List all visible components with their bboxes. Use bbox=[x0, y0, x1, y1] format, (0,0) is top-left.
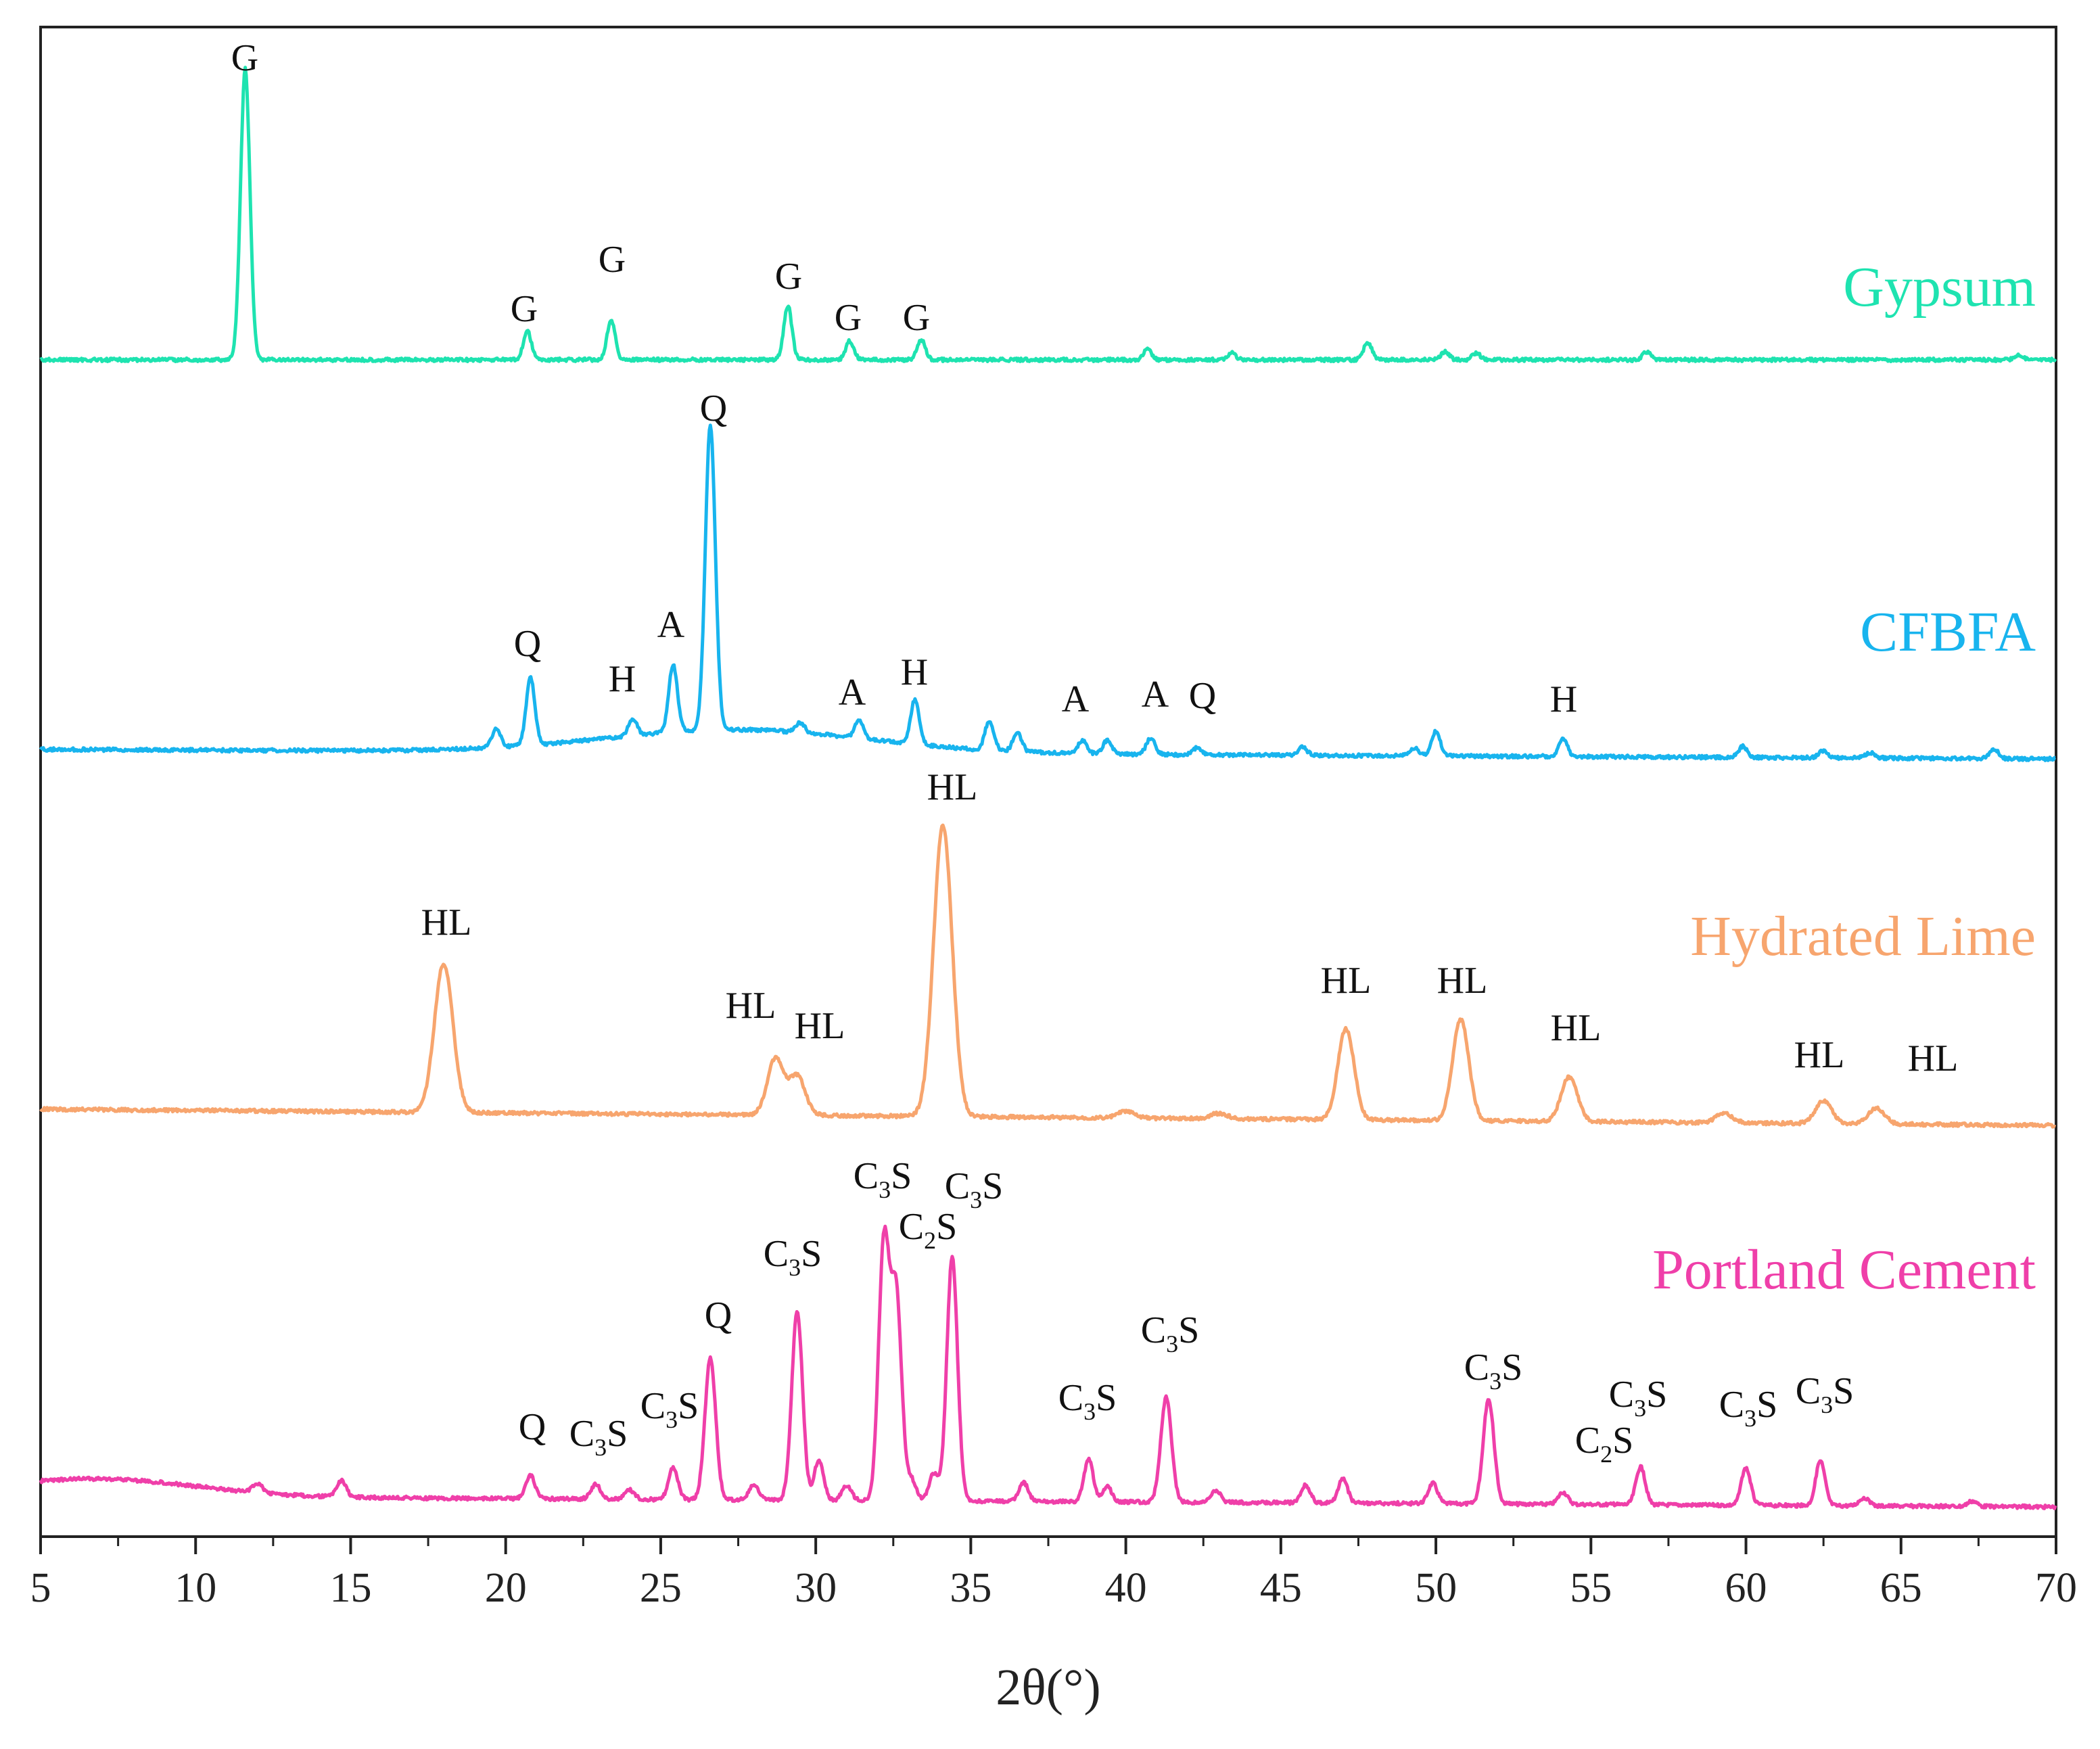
series-label: Hydrated Lime bbox=[1690, 905, 2036, 968]
x-tick-label: 70 bbox=[2035, 1565, 2077, 1611]
peak-label: A bbox=[839, 672, 866, 714]
peak-label: H bbox=[609, 658, 636, 700]
peak-label: C3S bbox=[1609, 1374, 1668, 1422]
series-layer bbox=[39, 66, 2057, 1510]
peak-label: C3S bbox=[764, 1233, 822, 1281]
peak-label: Q bbox=[519, 1406, 546, 1448]
x-tick-label: 50 bbox=[1415, 1565, 1457, 1611]
peak-label: G bbox=[599, 239, 626, 281]
peak-label: Q bbox=[514, 623, 541, 665]
x-tick-label: 5 bbox=[30, 1565, 51, 1611]
peak-label: H bbox=[901, 651, 928, 693]
x-tick-label: 10 bbox=[174, 1565, 216, 1611]
peak-label: G bbox=[511, 288, 538, 330]
peak-label: HL bbox=[927, 766, 978, 808]
x-tick-label: 55 bbox=[1570, 1565, 1612, 1611]
peak-label: HL bbox=[1437, 960, 1488, 1002]
series-label: Gypsum bbox=[1843, 256, 2036, 319]
peak-label: C3S bbox=[1141, 1309, 1200, 1357]
series-label: CFBFA bbox=[1860, 601, 2036, 663]
peak-label: Q bbox=[705, 1295, 732, 1336]
peak-label: C3S bbox=[945, 1165, 1004, 1213]
peak-label: G bbox=[903, 297, 930, 339]
peak-label: A bbox=[1062, 678, 1090, 720]
peak-label: HL bbox=[1908, 1037, 1959, 1079]
peak-label: C2S bbox=[899, 1206, 958, 1254]
series-line-gypsum bbox=[39, 66, 2057, 363]
x-tick-label: 35 bbox=[950, 1565, 991, 1611]
peak-label: HL bbox=[726, 985, 776, 1027]
peak-label: C3S bbox=[1719, 1384, 1778, 1432]
x-tick-label: 40 bbox=[1105, 1565, 1147, 1611]
peak-label: G bbox=[835, 297, 862, 339]
series-line-hydrated-lime bbox=[39, 823, 2057, 1129]
peak-label: C3S bbox=[1058, 1377, 1117, 1425]
peak-label: G bbox=[231, 37, 258, 79]
peak-label: A bbox=[657, 604, 685, 646]
x-axis: 5 10 15 20 25 30 35 40 45 50 55 60 65 70 bbox=[30, 1537, 2077, 1611]
x-tick-label: 45 bbox=[1260, 1565, 1302, 1611]
peak-label: A bbox=[1142, 674, 1169, 716]
x-axis-title: 2θ(°) bbox=[996, 1659, 1100, 1716]
peak-label: G bbox=[775, 256, 802, 298]
series-label: Portland Cement bbox=[1652, 1238, 2036, 1301]
peak-label: C3S bbox=[1464, 1347, 1523, 1395]
x-tick-label: 20 bbox=[485, 1565, 527, 1611]
peak-label: C2S bbox=[1575, 1420, 1634, 1468]
x-tick-label: 60 bbox=[1725, 1565, 1767, 1611]
peak-label: HL bbox=[1551, 1007, 1602, 1049]
x-tick-label: 15 bbox=[329, 1565, 371, 1611]
series-line-portland-cement bbox=[39, 1224, 2057, 1510]
peak-label: C3S bbox=[640, 1385, 699, 1433]
peak-label: HL bbox=[1794, 1034, 1845, 1076]
peak-label: Q bbox=[1189, 675, 1216, 717]
peak-label: Q bbox=[700, 388, 727, 429]
series-line-cfbfa bbox=[39, 423, 2057, 762]
peak-label: C3S bbox=[569, 1413, 628, 1461]
peak-label: HL bbox=[795, 1005, 845, 1047]
x-tick-label: 25 bbox=[640, 1565, 682, 1611]
peak-label: C3S bbox=[854, 1155, 912, 1203]
peak-label: HL bbox=[1321, 960, 1372, 1002]
x-tick-label: 30 bbox=[795, 1565, 837, 1611]
peak-label: H bbox=[1550, 678, 1577, 720]
x-tick-label: 65 bbox=[1880, 1565, 1922, 1611]
peak-label: C3S bbox=[1796, 1370, 1854, 1418]
plot-frame bbox=[39, 26, 2057, 1538]
series-label-layer: Gypsum CFBFA Hydrated Lime Portland Cement bbox=[1652, 256, 2036, 1301]
peak-label: HL bbox=[421, 902, 472, 943]
